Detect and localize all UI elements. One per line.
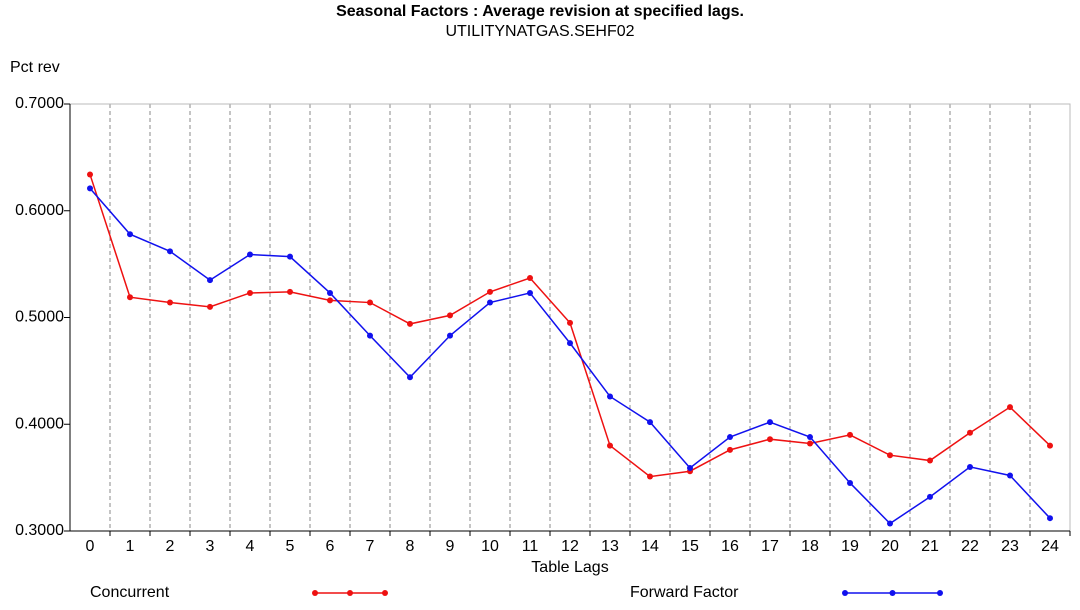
data-point (247, 289, 253, 296)
data-point (1007, 404, 1013, 411)
x-tick-label: 10 (481, 538, 499, 555)
data-point (367, 299, 373, 306)
x-tick-label: 18 (801, 538, 819, 555)
y-tick-label: 0.6000 (15, 202, 64, 219)
data-point (967, 463, 973, 470)
data-point (247, 251, 253, 258)
data-point (607, 442, 613, 449)
data-point (687, 465, 693, 472)
plot-border (69, 103, 1071, 532)
data-point (927, 457, 933, 464)
data-point (967, 429, 973, 436)
data-point (807, 440, 813, 447)
data-point (767, 436, 773, 443)
x-tick-label: 7 (366, 538, 375, 555)
data-point (207, 303, 213, 310)
y-tick-label: 0.5000 (15, 309, 64, 326)
data-point (447, 332, 453, 339)
x-tick-label: 22 (961, 538, 979, 555)
data-point (727, 434, 733, 441)
legend-swatch-dot (889, 590, 896, 596)
data-point (407, 320, 413, 327)
data-point (287, 253, 293, 260)
x-tick-label: 20 (881, 538, 899, 555)
data-point (127, 231, 133, 238)
x-tick-label: 11 (522, 538, 539, 555)
x-tick-label: 9 (446, 538, 455, 555)
data-point (847, 431, 853, 438)
data-point (167, 299, 173, 306)
x-tick-label: 6 (326, 538, 335, 555)
legend-swatch-dot (312, 590, 318, 596)
data-point (647, 473, 653, 480)
data-point (87, 171, 93, 178)
data-point (807, 434, 813, 441)
data-point (727, 446, 733, 453)
data-point (167, 248, 173, 255)
data-point (567, 319, 573, 326)
data-point (327, 297, 333, 304)
legend-label: Forward Factor (630, 584, 739, 601)
data-point (647, 419, 653, 426)
x-tick-label: 2 (166, 538, 175, 555)
data-point (487, 288, 493, 295)
x-tick-label: 13 (601, 538, 619, 555)
data-point (887, 452, 893, 459)
data-point (527, 289, 533, 296)
x-tick-label: 12 (561, 538, 579, 555)
data-point (847, 479, 853, 486)
x-axis-label: Table Lags (531, 559, 608, 576)
legend-swatch-dot (347, 590, 353, 596)
data-point (487, 299, 493, 306)
data-point (527, 275, 533, 282)
x-tick-label: 21 (921, 538, 939, 555)
y-tick-label: 0.7000 (15, 95, 64, 112)
y-tick-label: 0.4000 (15, 415, 64, 432)
x-tick-label: 4 (246, 538, 255, 555)
y-axis-label: Pct rev (10, 59, 60, 76)
legend-swatch-dot (382, 590, 388, 596)
data-point (287, 288, 293, 295)
chart-subtitle: UTILITYNATGAS.SEHF02 (445, 23, 634, 40)
legend-swatch-dot (937, 590, 943, 596)
x-tick-label: 5 (286, 538, 295, 555)
x-tick-label: 0 (86, 538, 95, 555)
x-tick-label: 24 (1041, 538, 1059, 555)
data-point (1047, 515, 1053, 522)
x-tick-label: 23 (1001, 538, 1019, 555)
data-point (927, 493, 933, 500)
x-tick-label: 8 (406, 538, 415, 555)
data-point (327, 289, 333, 296)
data-point (567, 340, 573, 347)
legend-swatch-dot (842, 590, 848, 596)
x-tick-label: 3 (206, 538, 215, 555)
data-point (887, 520, 893, 527)
x-tick-label: 16 (721, 538, 739, 555)
data-point (1007, 472, 1013, 479)
chart-title: Seasonal Factors : Average revision at s… (336, 3, 744, 20)
series-line (89, 187, 1051, 525)
data-point (207, 277, 213, 284)
x-tick-label: 1 (126, 538, 135, 555)
data-point (367, 332, 373, 339)
data-point (127, 294, 133, 301)
legend-label: Concurrent (90, 584, 170, 601)
data-point (1047, 442, 1053, 449)
x-tick-label: 19 (841, 538, 859, 555)
x-tick-label: 17 (761, 538, 779, 555)
data-point (87, 185, 93, 192)
data-point (767, 419, 773, 426)
data-point (607, 393, 613, 400)
data-point (447, 312, 453, 319)
x-tick-label: 15 (681, 538, 699, 555)
y-tick-label: 0.3000 (15, 522, 64, 539)
x-tick-label: 14 (641, 538, 659, 555)
data-point (407, 374, 413, 381)
